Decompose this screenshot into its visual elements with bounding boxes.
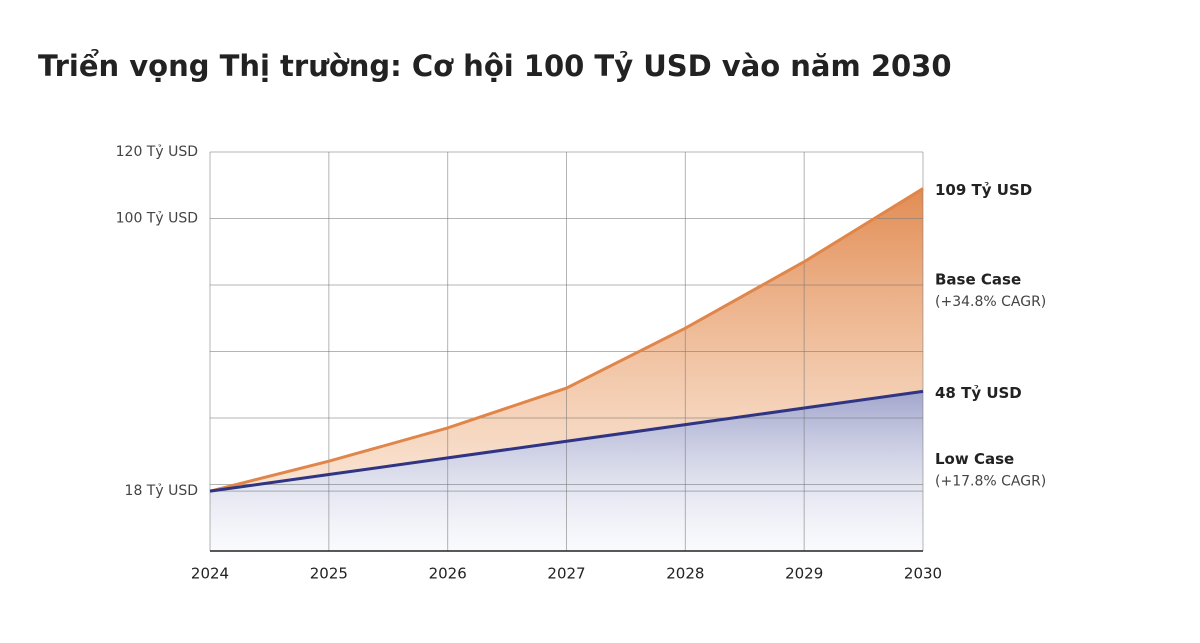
value-label: 48 Tỷ USD — [935, 384, 1022, 402]
series-line — [209, 389, 924, 493]
x-tick-label: 2027 — [547, 565, 585, 583]
series-line — [209, 187, 924, 493]
legend-label: Base Case — [935, 270, 1021, 288]
chart-title: Triển vọng Thị trường: Cơ hội 100 Tỷ USD… — [38, 49, 952, 83]
x-tick-label: 2025 — [310, 565, 348, 583]
x-tick-label: 2024 — [191, 565, 229, 583]
y-tick-label: 18 Tỷ USD — [125, 483, 198, 499]
value-label: 109 Tỷ USD — [935, 181, 1032, 199]
x-tick-label: 2026 — [429, 565, 467, 583]
legend-note: (+17.8% CAGR) — [935, 473, 1046, 489]
x-tick-label: 2030 — [904, 565, 942, 583]
y-tick-label: 100 Tỷ USD — [116, 211, 198, 227]
legend-label: Low Case — [935, 450, 1014, 468]
y-tick-label: 120 Tỷ USD — [116, 144, 198, 160]
x-tick-label: 2029 — [785, 565, 823, 583]
legend-note: (+34.8% CAGR) — [935, 294, 1046, 310]
x-tick-label: 2028 — [666, 565, 704, 583]
